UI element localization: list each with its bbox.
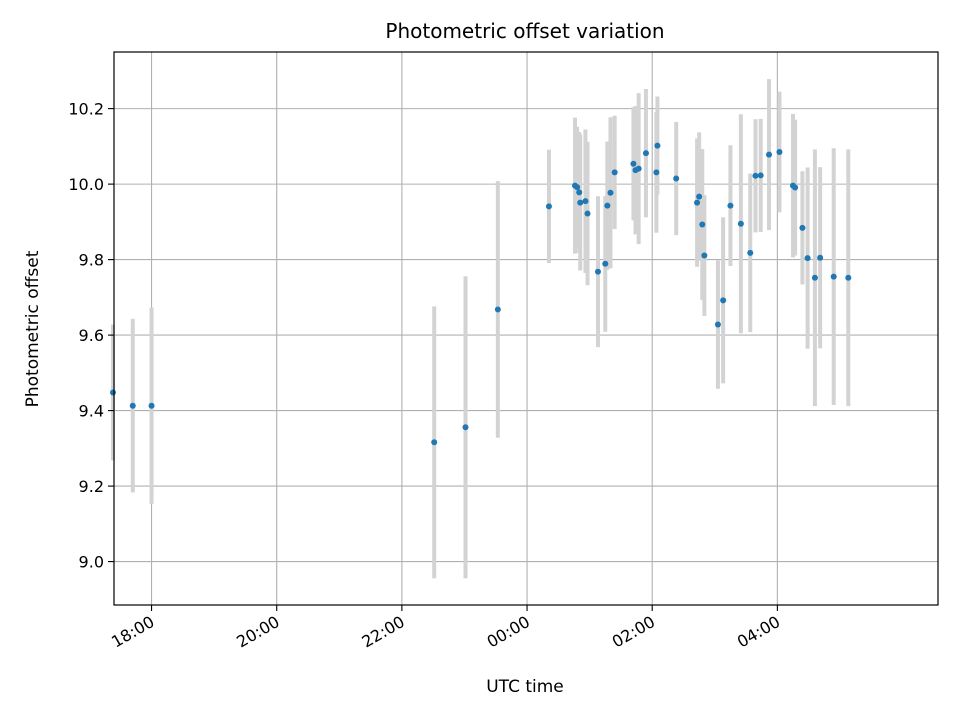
data-point [845,274,852,281]
data-point [811,274,818,281]
data-point [830,273,837,280]
y-tick-label: 9.2 [79,477,104,496]
data-point [720,297,727,304]
y-tick-label: 9.8 [79,251,104,270]
data-point [714,321,721,328]
y-tick-label: 9.4 [79,402,104,421]
data-point [642,150,649,157]
chart-title: Photometric offset variation [385,19,664,43]
data-point [545,203,552,210]
data-point [766,151,773,158]
data-point [757,172,764,179]
data-points [109,142,852,446]
data-point [594,268,601,275]
data-point [792,184,799,191]
data-point [611,169,618,176]
data-point [635,165,642,172]
data-point [604,202,611,209]
data-point [582,198,589,205]
data-point [574,184,581,191]
x-axis-title: UTC time [486,677,564,697]
data-point [584,210,591,217]
data-point [576,189,583,196]
data-point [737,220,744,227]
data-point [817,254,824,261]
data-point [602,260,609,267]
data-point [673,175,680,182]
y-tick-label: 10.2 [68,100,104,119]
data-point [776,149,783,156]
data-point [701,252,708,259]
y-tick-label: 10.0 [68,175,104,194]
data-point [129,402,136,409]
data-point [653,169,660,176]
y-tick-label: 9.0 [79,553,104,572]
data-point [654,142,661,149]
plot-frame [113,51,939,606]
y-axis-title: Photometric offset [23,250,43,407]
data-point [699,221,706,228]
data-point [799,224,806,231]
data-point [747,249,754,256]
data-point [804,255,811,262]
data-point [577,199,584,206]
data-point [630,160,637,167]
data-point [109,389,116,396]
data-point [727,202,734,209]
data-point [148,402,155,409]
y-tick-label: 9.6 [79,326,104,345]
data-point [494,306,501,313]
data-point [607,189,614,196]
data-point [694,199,701,206]
data-point [752,172,759,179]
data-point [462,424,469,431]
data-point [696,193,703,200]
y-axis: 9.0 9.2 9.4 9.6 9.8 10.0 10.2 [68,100,114,572]
data-point [431,439,438,446]
